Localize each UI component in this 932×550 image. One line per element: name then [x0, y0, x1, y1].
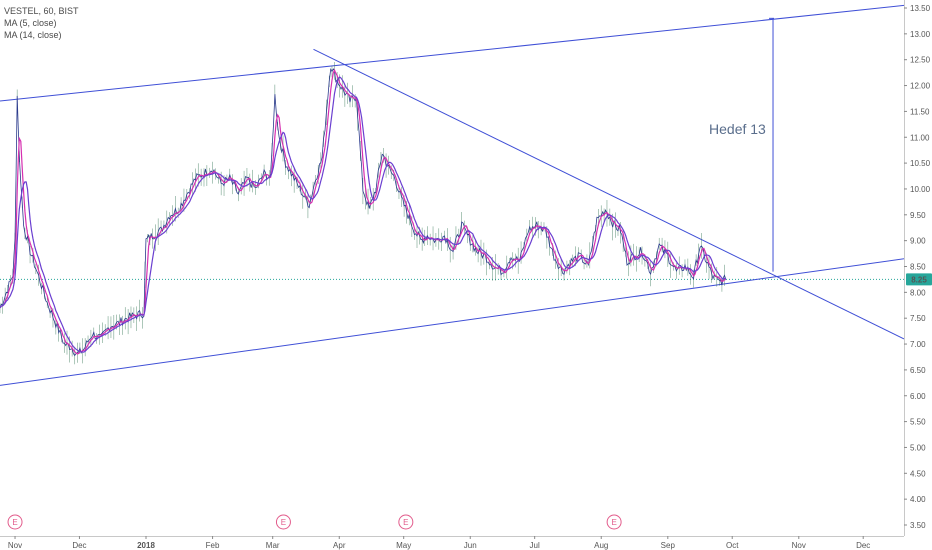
ma-slow-label: MA (14, close): [4, 30, 62, 40]
earnings-marker-label: E: [611, 518, 616, 527]
earnings-marker-label: E: [403, 518, 408, 527]
y-tick-label: 9.00: [910, 237, 926, 246]
y-tick-label: 7.50: [910, 314, 926, 323]
x-tick-label: Nov: [792, 541, 806, 550]
trendline-upper-channel: [0, 4, 904, 102]
x-tick-label: Sep: [661, 541, 676, 550]
y-tick-label: 4.50: [910, 469, 926, 478]
earnings-marker-icon: [275, 514, 291, 530]
x-tick-label: May: [396, 541, 411, 550]
price-line: [0, 67, 727, 357]
trendline-descending-resistance: [313, 48, 904, 340]
y-tick-label: 5.00: [910, 443, 926, 452]
earnings-marker-icon: [606, 514, 622, 530]
x-tick-label: Aug: [594, 541, 608, 550]
x-tick-label: Jul: [530, 541, 540, 550]
y-tick-label: 3.50: [910, 521, 926, 530]
y-tick-label: 8.50: [910, 263, 926, 272]
x-tick-label: 2018: [137, 541, 155, 550]
x-tick-label: Jun: [464, 541, 477, 550]
y-tick-label: 10.50: [910, 159, 931, 168]
x-tick-label: Dec: [856, 541, 870, 550]
y-tick-label: 13.50: [910, 4, 931, 13]
x-tick-label: Nov: [8, 541, 22, 550]
y-tick-label: 11.50: [910, 107, 930, 116]
earnings-marker-label: E: [12, 518, 17, 527]
y-tick-label: 4.00: [910, 495, 926, 504]
current-price-label: 8.25: [911, 275, 927, 284]
current-price-marker: [906, 273, 932, 286]
x-tick-label: Feb: [206, 541, 220, 550]
trendline-lower-channel: [0, 258, 904, 386]
y-tick-label: 8.00: [910, 288, 926, 297]
price-wicks: [0, 62, 725, 365]
earnings-marker-icon: [7, 514, 23, 530]
chart-legend: VESTEL, 60, BIST MA (5, close) MA (14, c…: [4, 5, 79, 41]
ma-fast-label: MA (5, close): [4, 18, 57, 28]
target-annotation: Hedef 13: [709, 121, 766, 137]
y-tick-label: 13.00: [910, 30, 931, 39]
y-tick-label: 6.50: [910, 366, 926, 375]
trendlines-group: [0, 4, 904, 386]
earnings-marker-icon: [398, 514, 414, 530]
y-tick-label: 7.00: [910, 340, 926, 349]
y-tick-label: 6.00: [910, 392, 926, 401]
x-tick-label: Dec: [72, 541, 86, 550]
y-tick-label: 5.50: [910, 418, 926, 427]
ma-slow-line: [0, 76, 727, 353]
y-tick-label: 12.50: [910, 56, 931, 65]
ma-fast-line: [0, 68, 726, 355]
earnings-marker-label: E: [281, 518, 286, 527]
y-tick-label: 11.00: [910, 133, 930, 142]
y-tick-label: 10.00: [910, 185, 931, 194]
x-tick-label: Oct: [726, 541, 739, 550]
x-tick-label: Mar: [266, 541, 280, 550]
symbol-title: VESTEL, 60, BIST: [4, 6, 79, 16]
x-tick-label: Apr: [333, 541, 346, 550]
y-tick-label: 12.00: [910, 82, 931, 91]
y-tick-label: 9.50: [910, 211, 926, 220]
